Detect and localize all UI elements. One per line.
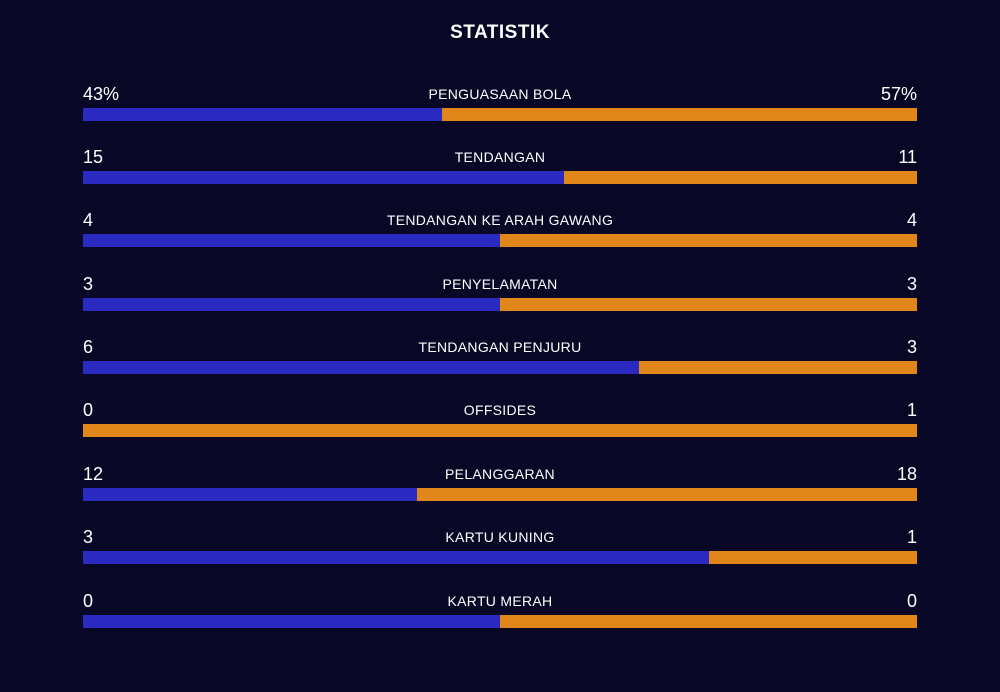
away-bar-segment xyxy=(500,615,917,628)
home-bar-segment xyxy=(83,234,500,247)
comparison-bar xyxy=(83,361,917,374)
home-value: 12 xyxy=(83,464,104,484)
stat-label: KARTU MERAH xyxy=(447,593,553,609)
stat-shots: 15 TENDANGAN 11 xyxy=(83,145,917,197)
home-bar-segment xyxy=(83,298,500,311)
away-bar-segment xyxy=(639,361,917,374)
stat-corners: 6 TENDANGAN PENJURU 3 xyxy=(83,335,917,387)
stat-label: TENDANGAN xyxy=(454,149,546,165)
stat-saves: 3 PENYELAMATAN 3 xyxy=(83,272,917,324)
away-value: 3 xyxy=(906,274,917,294)
away-bar-segment xyxy=(83,424,917,437)
home-value: 43% xyxy=(83,84,120,104)
home-value: 0 xyxy=(83,400,94,420)
home-bar-segment xyxy=(83,551,709,564)
stat-offsides: 0 OFFSIDES 1 xyxy=(83,398,917,450)
stat-label: PELANGGARAN xyxy=(445,466,555,482)
away-bar-segment xyxy=(416,488,917,501)
stat-shots-on-target: 4 TENDANGAN KE ARAH GAWANG 4 xyxy=(83,208,917,260)
stat-label: PENYELAMATAN xyxy=(442,276,558,292)
home-bar-segment xyxy=(83,615,500,628)
away-value: 57% xyxy=(880,84,917,104)
home-bar-segment xyxy=(83,108,442,121)
home-value: 3 xyxy=(83,527,94,547)
stat-label: TENDANGAN PENJURU xyxy=(418,339,582,355)
stat-label: PENGUASAAN BOLA xyxy=(428,86,572,102)
away-bar-segment xyxy=(564,171,917,184)
comparison-bar xyxy=(83,298,917,311)
away-value: 1 xyxy=(906,527,917,547)
home-value: 4 xyxy=(83,210,94,230)
home-value: 15 xyxy=(83,147,104,167)
home-value: 3 xyxy=(83,274,94,294)
stat-label: KARTU KUNING xyxy=(445,529,555,545)
stat-label: TENDANGAN KE ARAH GAWANG xyxy=(386,212,614,228)
away-value: 3 xyxy=(906,337,917,357)
comparison-bar xyxy=(83,488,917,501)
stat-label: OFFSIDES xyxy=(463,402,537,418)
comparison-bar xyxy=(83,171,917,184)
comparison-bar xyxy=(83,424,917,437)
stat-yellow-cards: 3 KARTU KUNING 1 xyxy=(83,525,917,577)
away-bar-segment xyxy=(708,551,917,564)
stat-fouls: 12 PELANGGARAN 18 xyxy=(83,462,917,514)
home-bar-segment xyxy=(83,171,565,184)
home-bar-segment xyxy=(83,488,417,501)
comparison-bar xyxy=(83,108,917,121)
stat-possession: 43% PENGUASAAN BOLA 57% xyxy=(83,82,917,134)
comparison-bar xyxy=(83,551,917,564)
panel-title: STATISTIK xyxy=(450,22,550,43)
home-bar-segment xyxy=(83,361,640,374)
away-bar-segment xyxy=(441,108,917,121)
comparison-bar xyxy=(83,234,917,247)
away-value: 1 xyxy=(906,400,917,420)
away-value: 18 xyxy=(896,464,917,484)
away-bar-segment xyxy=(500,298,917,311)
away-bar-segment xyxy=(500,234,917,247)
away-value: 11 xyxy=(898,147,917,167)
home-value: 0 xyxy=(83,591,94,611)
comparison-bar xyxy=(83,615,917,628)
away-value: 0 xyxy=(906,591,917,611)
home-value: 6 xyxy=(83,337,94,357)
away-value: 4 xyxy=(906,210,917,230)
stat-red-cards: 0 KARTU MERAH 0 xyxy=(83,589,917,641)
